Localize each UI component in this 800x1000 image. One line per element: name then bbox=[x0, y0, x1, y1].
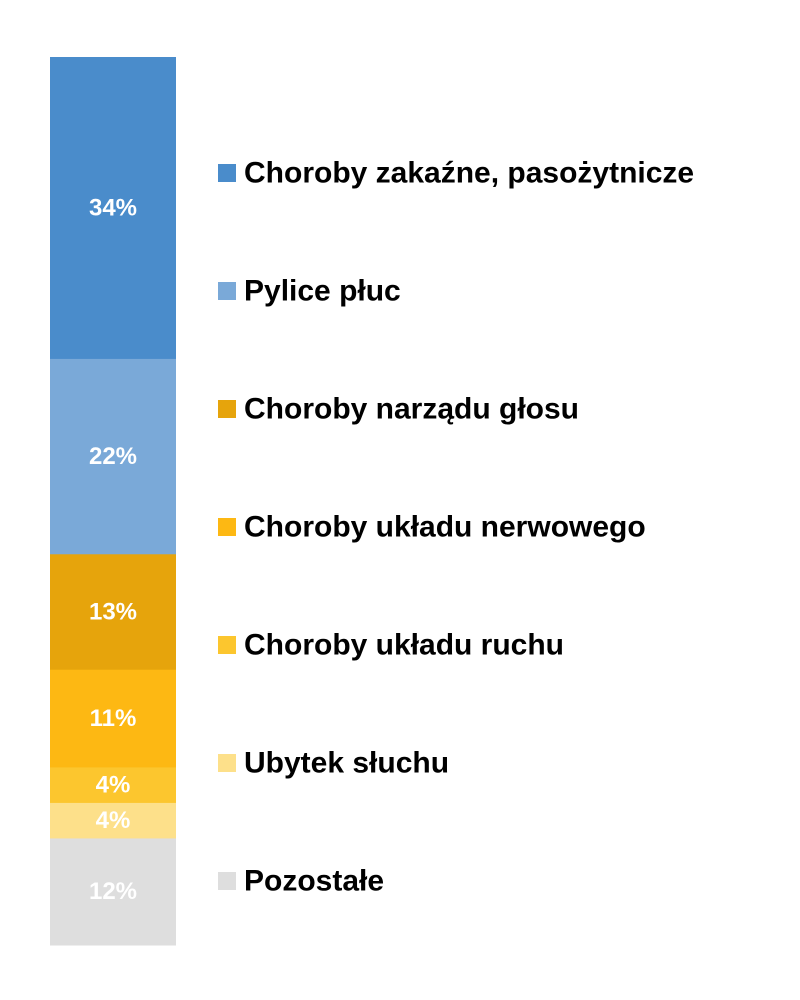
legend-item: Choroby zakaźne, pasożytnicze bbox=[218, 157, 694, 190]
stacked-bar: 34% 22% 13% 11% 4% 4% 12% bbox=[50, 57, 176, 946]
data-label: 12% bbox=[89, 878, 137, 905]
legend-item: Pylice płuc bbox=[218, 275, 401, 308]
legend-swatch bbox=[218, 518, 236, 536]
data-label: 11% bbox=[90, 705, 137, 732]
legend-label: Choroby układu ruchu bbox=[244, 629, 564, 662]
legend-label: Choroby układu nerwowego bbox=[244, 511, 646, 544]
legend-label: Ubytek słuchu bbox=[244, 747, 449, 780]
legend-swatch bbox=[218, 636, 236, 654]
data-label: 13% bbox=[89, 599, 137, 626]
legend: Choroby zakaźne, pasożytnicze Pylice płuc… bbox=[218, 157, 694, 898]
legend-item: Choroby układu nerwowego bbox=[218, 511, 646, 544]
legend-label: Pylice płuc bbox=[244, 275, 401, 308]
legend-item: Pozostałe bbox=[218, 865, 384, 898]
bar-segment bbox=[50, 358, 176, 555]
bar-segment bbox=[50, 554, 176, 671]
legend-item: Ubytek słuchu bbox=[218, 747, 449, 780]
bar-segment bbox=[50, 57, 176, 360]
legend-label: Choroby narządu głosu bbox=[244, 393, 579, 426]
legend-swatch bbox=[218, 164, 236, 182]
bar-segment bbox=[50, 838, 176, 946]
legend-item: Choroby narządu głosu bbox=[218, 393, 579, 426]
data-label: 34% bbox=[89, 194, 137, 221]
bar-segment bbox=[50, 767, 176, 804]
data-label: 22% bbox=[89, 443, 137, 470]
legend-item: Choroby układu ruchu bbox=[218, 629, 564, 662]
legend-swatch bbox=[218, 282, 236, 300]
legend-swatch bbox=[218, 400, 236, 418]
bar-segment bbox=[50, 802, 176, 839]
bar-segment bbox=[50, 669, 176, 768]
data-label: 4% bbox=[96, 807, 131, 834]
legend-label: Pozostałe bbox=[244, 865, 384, 898]
data-label: 4% bbox=[96, 772, 131, 799]
legend-swatch bbox=[218, 754, 236, 772]
legend-swatch bbox=[218, 872, 236, 890]
legend-label: Choroby zakaźne, pasożytnicze bbox=[244, 157, 694, 190]
